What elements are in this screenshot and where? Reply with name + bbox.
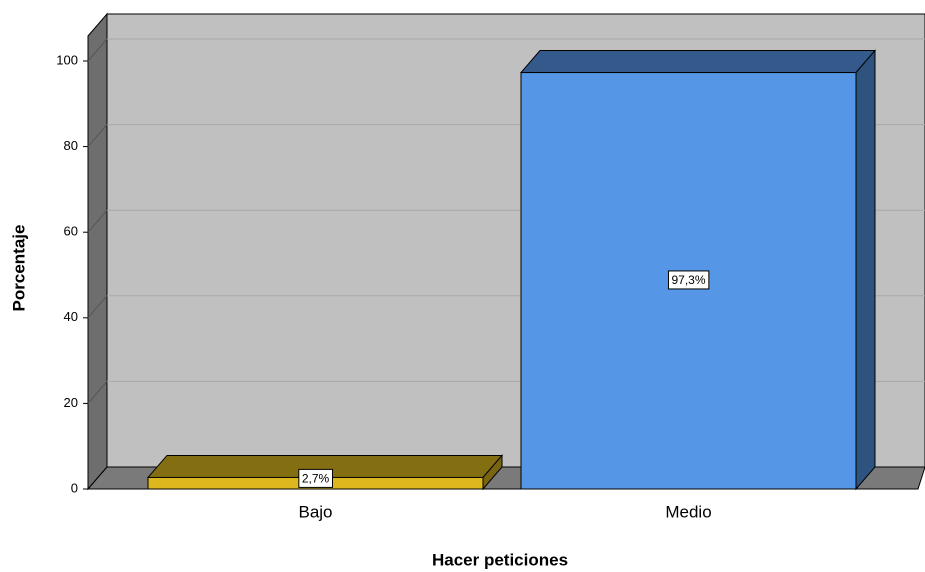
x-tick-label: Medio bbox=[665, 502, 711, 521]
grid-line bbox=[87, 381, 108, 404]
value-label: 2,7% bbox=[302, 471, 330, 485]
y-tick-label: 60 bbox=[64, 224, 78, 239]
x-axis-title: Hacer peticiones bbox=[432, 550, 568, 569]
y-tick-label: 0 bbox=[71, 480, 78, 495]
side-wall bbox=[87, 12, 108, 491]
y-tick-label: 20 bbox=[64, 395, 78, 410]
grid-line bbox=[87, 209, 108, 233]
grid-line bbox=[87, 295, 108, 319]
y-tick-label: 80 bbox=[64, 138, 78, 153]
y-tick-label: 100 bbox=[56, 52, 78, 67]
bar-top bbox=[519, 50, 877, 74]
value-label-box bbox=[298, 468, 334, 488]
bar-side bbox=[855, 49, 876, 491]
marks: 2,7% 97,3% bbox=[146, 49, 877, 491]
y-tick-label: 40 bbox=[64, 309, 78, 324]
grid-line bbox=[87, 38, 108, 62]
x-tick-label: Bajo bbox=[298, 502, 332, 521]
value-label-box bbox=[667, 270, 710, 290]
grid-line bbox=[87, 124, 108, 147]
value-label: 97,3% bbox=[671, 273, 705, 287]
y-axis-title: Porcentaje bbox=[9, 225, 28, 312]
